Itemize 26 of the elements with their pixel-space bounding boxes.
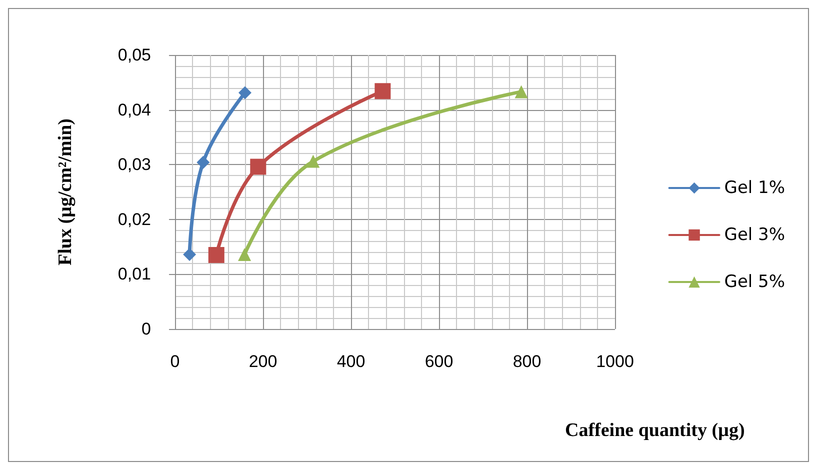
point xyxy=(196,156,210,169)
x-axis-title: Caffeine quantity (µg) xyxy=(565,420,745,441)
point xyxy=(306,154,320,168)
x-tick-label: 0 xyxy=(170,352,180,371)
legend-label: Gel 1% xyxy=(724,178,786,198)
legend-label: Gel 5% xyxy=(724,272,786,292)
x-tick-label: 200 xyxy=(248,352,278,371)
point xyxy=(250,158,266,175)
point xyxy=(238,86,252,100)
y-tick-label: 0,05 xyxy=(118,46,151,64)
legend-label: Gel 3% xyxy=(724,225,786,245)
point xyxy=(208,247,224,264)
y-tick-label: 0,02 xyxy=(118,210,151,229)
y-tick-label: 0,01 xyxy=(118,264,151,284)
point xyxy=(374,83,391,100)
x-tick-label: 800 xyxy=(512,352,542,371)
y-tick-label: 0 xyxy=(142,320,151,338)
point xyxy=(238,248,252,261)
point xyxy=(183,248,196,261)
y-tick-label: 0,04 xyxy=(118,100,151,120)
x-tick-label: 600 xyxy=(424,352,454,371)
y-tick-label: 0,03 xyxy=(118,155,151,174)
point xyxy=(514,85,528,98)
y-axis-title: Flux (µg/cm²/min) xyxy=(55,118,76,266)
x-tick-label: 400 xyxy=(336,352,366,371)
x-tick-label: 1000 xyxy=(596,352,634,371)
